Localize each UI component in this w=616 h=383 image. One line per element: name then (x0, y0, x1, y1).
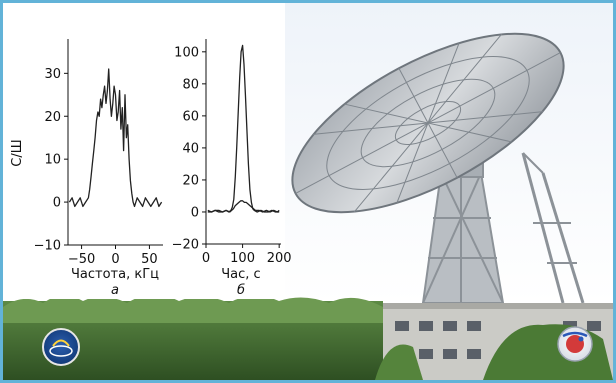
chart-a-x-label: Частота, кГц (71, 267, 159, 282)
chart-a-y-tick-label: 30 (44, 67, 61, 82)
chart-b-x-tick-label: 200 (267, 251, 292, 266)
chart-a-y-tick-label: 10 (44, 153, 61, 168)
chart-a-y-label: С/Ш (10, 139, 25, 166)
plot-panel (3, 3, 285, 299)
chart-b-y-tick-label: 100 (174, 45, 199, 60)
chart-a-series-1-line (68, 68, 163, 208)
chart-a-x-tick-label: 0 (111, 252, 119, 267)
chart-b-y-tick-label: 80 (182, 77, 199, 92)
chart-a-y-tick-label: 20 (44, 110, 61, 125)
antenna-dish (291, 32, 565, 214)
chart-b-y-tick-label: 0 (191, 205, 199, 220)
chart-b-y-tick-label: 40 (182, 141, 199, 156)
chart-a-x-tick-label: 50 (141, 252, 158, 267)
chart-a-panel-label: а (111, 283, 119, 298)
chart-b-x-tick-label: 0 (202, 251, 210, 266)
observatory-emblem-icon (42, 328, 80, 366)
chart-b-y-tick-label: 20 (182, 173, 199, 188)
chart-b-x-label: Час, с (221, 267, 260, 282)
vegetation (3, 294, 613, 380)
telescope-photo (3, 3, 613, 380)
chart-a-y-tick-label: 0 (53, 196, 61, 211)
chart-b-y-tick-label: −20 (172, 238, 199, 253)
chart-b-series-2-line (207, 200, 280, 213)
chart-a-y-tick-label: −10 (34, 239, 61, 254)
figure-canvas: С/Ш Частота, кГц а −10 0 10 20 30 −50 0 50 Час,… (3, 3, 613, 380)
chart-b-y-tick-label: 60 (182, 109, 199, 124)
space-agency-emblem-icon (557, 326, 593, 362)
chart-a: С/Ш Частота, кГц а −10 0 10 20 30 −50 0 50 (10, 39, 163, 298)
chart-b-x-tick-label: 100 (230, 251, 255, 266)
chart-b-panel-label: б (237, 283, 245, 298)
chart-a-x-tick-label: −50 (68, 252, 95, 267)
